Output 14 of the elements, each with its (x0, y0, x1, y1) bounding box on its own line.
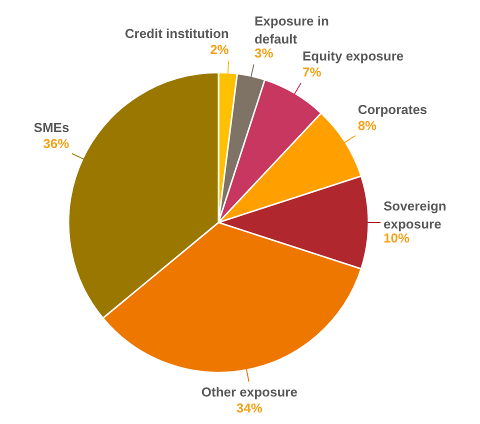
slice-label: Exposure in default (254, 13, 329, 46)
slice-label: SMEs (34, 120, 70, 136)
data-label: 36% (43, 136, 70, 152)
data-label: 7% (302, 64, 322, 80)
slice-label: Other exposure (201, 384, 298, 400)
slice-label: Credit institution (124, 26, 229, 41)
slice-label: Corporates (358, 102, 428, 118)
data-label: 34% (236, 400, 263, 416)
slice-label: Sovereign exposure (384, 198, 446, 232)
data-label: 8% (358, 118, 378, 134)
data-label: 10% (384, 230, 410, 246)
slice-label: Equity exposure (302, 48, 404, 64)
data-label: 3% (254, 45, 274, 60)
data-label: 2% (210, 42, 230, 57)
